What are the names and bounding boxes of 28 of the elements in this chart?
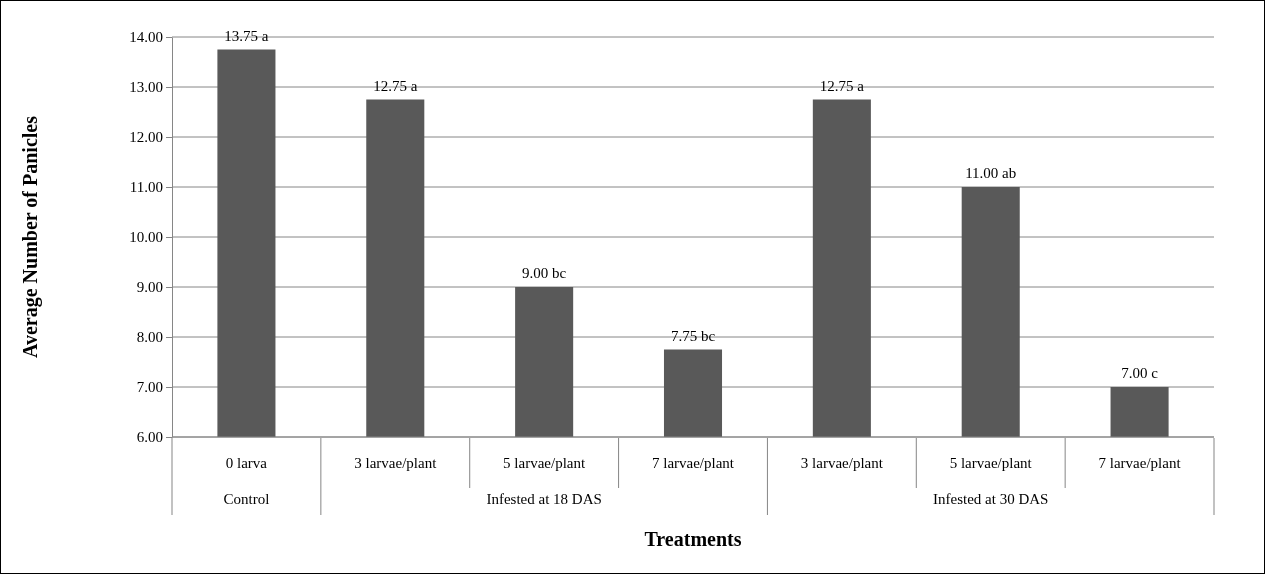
x-tick-label: 3 larvae/plant — [800, 455, 884, 471]
x-tick-label: 5 larvae/plant — [503, 455, 586, 471]
y-tick-label: 6.00 — [136, 429, 163, 446]
y-tick-label: 13.00 — [129, 79, 163, 96]
y-tick-label: 10.00 — [129, 229, 163, 246]
x-tick-label: 7 larvae/plant — [651, 455, 735, 471]
x-tick-label: 0 larva — [225, 455, 268, 471]
text: Infested at 30 DAS — [933, 491, 1049, 507]
data-label: 9.00 bc — [522, 265, 567, 281]
y-tick-label: 11.00 — [129, 179, 163, 196]
x-tick-label: 7 larvae/plant — [1098, 455, 1182, 471]
y-tick-label: 12.00 — [129, 129, 163, 146]
y-axis-title: Average Number of Panicles — [19, 115, 42, 358]
y-tick-label: 14.00 — [129, 29, 163, 46]
y-tick-label: 8.00 — [136, 329, 163, 346]
x-tick-label: 5 larvae/plant — [949, 455, 1033, 471]
data-label: 11.00 ab — [965, 165, 1017, 181]
data-label: 12.75 a — [373, 77, 418, 94]
text: Infested at 18 DAS — [486, 491, 602, 507]
data-label: 7.75 bc — [670, 327, 716, 344]
x-axis-title: Treatments — [644, 528, 742, 550]
y-tick-label: 9.00 — [136, 279, 163, 296]
y-tick-label: 7.00 — [136, 379, 163, 396]
text: Control — [223, 491, 270, 507]
data-label: 12.75 a — [819, 77, 865, 94]
x-tick-label: 3 larvae/plant — [354, 455, 438, 471]
data-label: 7.00 c — [1121, 365, 1159, 381]
data-label: 13.75 a — [224, 27, 269, 44]
